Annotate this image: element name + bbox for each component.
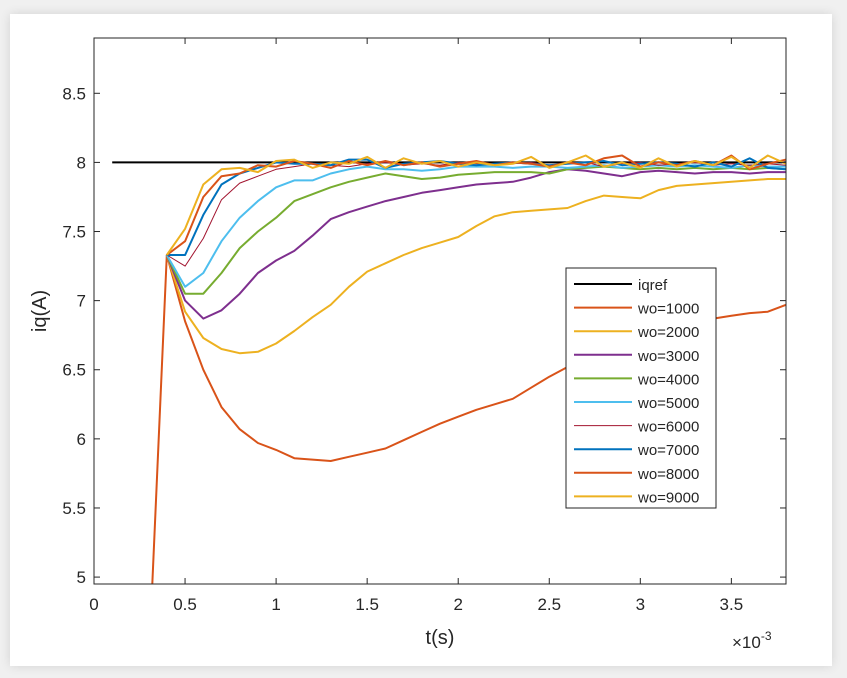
x-tick-label: 1	[271, 595, 280, 614]
x-exponent: ×10-3	[732, 629, 772, 652]
legend-label: wo=3000	[637, 348, 699, 365]
legend-label: iqref	[638, 277, 668, 294]
y-tick-label: 8.5	[62, 84, 86, 103]
y-tick-label: 6.5	[62, 361, 86, 380]
plot-frame	[93, 37, 787, 585]
y-tick-label: 6	[77, 430, 86, 449]
series-line-wo-3000	[165, 168, 786, 320]
legend-label: wo=7000	[637, 442, 699, 459]
legend-label: wo=2000	[637, 324, 699, 341]
x-tick-label: 0.5	[173, 595, 197, 614]
y-tick-label: 8	[77, 153, 86, 172]
legend-label: wo=4000	[637, 371, 699, 388]
legend-label: wo=9000	[637, 489, 699, 506]
legend-label: wo=1000	[637, 301, 699, 318]
series-line-wo-2000	[165, 178, 786, 355]
legend: iqref wo=1000 wo=2000 wo=3000 wo=4000 wo=5000…	[565, 267, 717, 509]
legend-label: wo=8000	[637, 466, 699, 483]
x-tick-label: 3	[636, 595, 645, 614]
y-tick-label: 7.5	[62, 223, 86, 242]
series-line-wo-5000	[165, 164, 786, 288]
x-tick-label: 2.5	[537, 595, 561, 614]
legend-label: wo=6000	[637, 419, 699, 436]
line-chart: 0 0.5 1 1.5 2 2.5 3 3.5 5 5.5 6 6.5 7 7.5 8 8.5 t(s) iq…	[29, 37, 787, 652]
y-axis-label: iq(A)	[29, 290, 51, 332]
x-axis-label: t(s)	[426, 627, 455, 649]
y-tick-label: 7	[77, 292, 86, 311]
legend-label: wo=5000	[637, 395, 699, 412]
y-tick-label: 5	[77, 568, 86, 587]
x-tick-label: 3.5	[720, 595, 744, 614]
x-tick-label: 2	[453, 595, 462, 614]
series-line-wo-4000	[165, 165, 786, 295]
x-tick-label: 0	[89, 595, 98, 614]
series-line-wo-9000	[165, 154, 786, 256]
x-tick-label: 1.5	[355, 595, 379, 614]
y-tick-label: 5.5	[62, 499, 86, 518]
figure-window: 0 0.5 1 1.5 2 2.5 3 3.5 5 5.5 6 6.5 7 7.5 8 8.5 t(s) iq…	[10, 14, 832, 666]
